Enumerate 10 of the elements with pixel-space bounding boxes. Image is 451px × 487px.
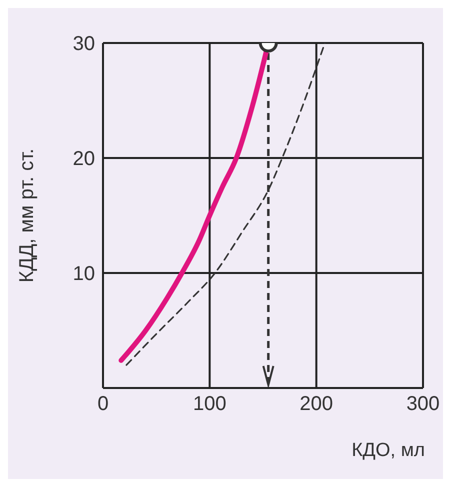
y-tick-label: 30 bbox=[72, 33, 95, 56]
y-axis-title: КДД, мм рт. ст. bbox=[16, 148, 38, 283]
x-tick-label: 100 bbox=[192, 393, 226, 416]
y-tick-label: 20 bbox=[72, 148, 95, 170]
x-tick-label: 200 bbox=[300, 393, 334, 416]
y-tick-label: 10 bbox=[72, 263, 95, 286]
x-tick-label: 0 bbox=[97, 393, 109, 416]
x-axis-title: КДО, мл bbox=[352, 440, 425, 462]
x-tick-label: 300 bbox=[406, 393, 440, 416]
line-series bbox=[126, 43, 326, 366]
